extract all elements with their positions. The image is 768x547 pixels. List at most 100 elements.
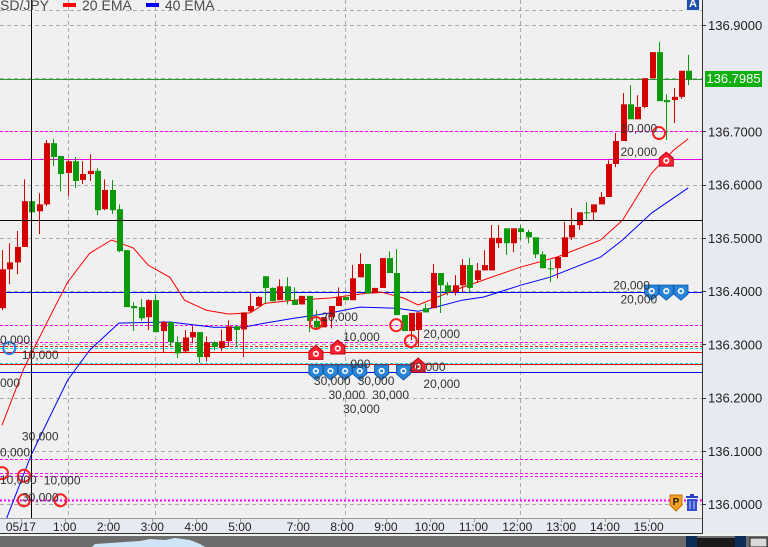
candle[interactable] xyxy=(394,249,400,316)
candle[interactable] xyxy=(117,204,123,253)
candle[interactable] xyxy=(540,251,546,269)
limit-order-marker[interactable] xyxy=(652,126,666,141)
candle[interactable] xyxy=(591,204,597,221)
limit-order-marker[interactable] xyxy=(0,466,9,481)
candle[interactable] xyxy=(226,320,232,348)
candle[interactable] xyxy=(51,138,57,167)
candle[interactable] xyxy=(66,159,72,196)
order-pin-marker[interactable] xyxy=(323,364,338,381)
candle[interactable] xyxy=(548,260,554,283)
candle[interactable] xyxy=(577,212,583,230)
candle[interactable] xyxy=(445,282,451,296)
navigator-handle-left[interactable] xyxy=(686,536,697,547)
candle[interactable] xyxy=(263,276,269,304)
candle[interactable] xyxy=(526,229,532,244)
candle[interactable] xyxy=(402,315,408,332)
candle[interactable] xyxy=(496,225,502,249)
pin-icon[interactable]: P xyxy=(669,494,683,512)
candle[interactable] xyxy=(518,225,524,241)
order-pin-marker[interactable] xyxy=(396,364,411,381)
candle[interactable] xyxy=(672,87,678,123)
candle[interactable] xyxy=(511,228,517,253)
candle[interactable] xyxy=(110,179,116,214)
candle[interactable] xyxy=(686,54,692,86)
candle[interactable] xyxy=(489,225,495,271)
candle[interactable] xyxy=(307,295,313,333)
candle[interactable] xyxy=(679,70,685,99)
stop-order-marker[interactable] xyxy=(330,339,346,355)
candle[interactable] xyxy=(15,230,21,275)
candle[interactable] xyxy=(504,228,510,255)
candle[interactable] xyxy=(664,94,670,140)
candle[interactable] xyxy=(0,250,6,311)
navigator-scrollbar[interactable] xyxy=(0,536,768,547)
stop-order-marker[interactable] xyxy=(410,357,426,373)
limit-order-marker[interactable] xyxy=(403,334,418,349)
candle[interactable] xyxy=(562,221,568,258)
candle[interactable] xyxy=(372,287,378,294)
candle[interactable] xyxy=(336,287,342,307)
candle[interactable] xyxy=(365,263,371,294)
order-pin-marker[interactable] xyxy=(673,284,689,301)
candle[interactable] xyxy=(599,192,605,205)
candle[interactable] xyxy=(241,312,247,358)
candle[interactable] xyxy=(584,202,590,221)
candle[interactable] xyxy=(248,293,254,313)
time-axis[interactable] xyxy=(0,518,702,534)
candle[interactable] xyxy=(621,93,627,142)
limit-order-marker[interactable] xyxy=(16,468,31,483)
candle[interactable] xyxy=(146,299,152,330)
order-pin-marker[interactable] xyxy=(352,364,368,381)
candle[interactable] xyxy=(183,329,189,354)
navigator-handle-right[interactable] xyxy=(735,536,746,547)
candle[interactable] xyxy=(256,295,262,307)
candle[interactable] xyxy=(613,133,619,168)
candle[interactable] xyxy=(380,258,386,288)
candle[interactable] xyxy=(22,179,28,247)
candle[interactable] xyxy=(657,42,663,102)
candle[interactable] xyxy=(292,287,298,305)
candle[interactable] xyxy=(95,168,101,216)
candle[interactable] xyxy=(387,251,393,274)
candle[interactable] xyxy=(642,78,648,109)
candle[interactable] xyxy=(453,275,459,296)
candle[interactable] xyxy=(431,263,437,309)
candle[interactable] xyxy=(343,296,349,301)
candle[interactable] xyxy=(329,306,335,329)
candle[interactable] xyxy=(270,287,276,302)
candle[interactable] xyxy=(161,320,167,353)
candle[interactable] xyxy=(197,332,203,363)
candle[interactable] xyxy=(58,155,64,192)
candle[interactable] xyxy=(204,336,210,362)
auto-scale-button[interactable]: A xyxy=(686,0,700,11)
candle[interactable] xyxy=(482,250,488,271)
order-pin-marker[interactable] xyxy=(658,284,674,301)
price-axis[interactable] xyxy=(702,0,768,534)
candle[interactable] xyxy=(423,303,429,313)
trash-icon[interactable] xyxy=(686,494,698,511)
candle[interactable] xyxy=(37,193,43,235)
candle[interactable] xyxy=(635,95,641,120)
order-pin-marker[interactable] xyxy=(644,284,660,301)
candle[interactable] xyxy=(168,321,174,348)
candle[interactable] xyxy=(606,160,612,197)
stop-order-marker[interactable] xyxy=(658,151,674,167)
candle[interactable] xyxy=(475,262,481,284)
candle[interactable] xyxy=(190,326,196,344)
order-pin-marker[interactable] xyxy=(337,364,353,381)
order-pin-marker[interactable] xyxy=(374,364,390,381)
candle[interactable] xyxy=(131,302,137,332)
candle[interactable] xyxy=(321,317,327,328)
candle[interactable] xyxy=(88,154,94,181)
candle[interactable] xyxy=(650,52,656,79)
candle[interactable] xyxy=(80,161,86,185)
candle[interactable] xyxy=(314,310,320,330)
candle[interactable] xyxy=(212,341,218,351)
candle[interactable] xyxy=(533,237,539,259)
order-pin-marker[interactable] xyxy=(308,364,324,381)
candle[interactable] xyxy=(234,326,240,348)
candle[interactable] xyxy=(350,265,356,301)
stop-order-marker[interactable] xyxy=(308,344,324,360)
candle[interactable] xyxy=(569,208,575,241)
